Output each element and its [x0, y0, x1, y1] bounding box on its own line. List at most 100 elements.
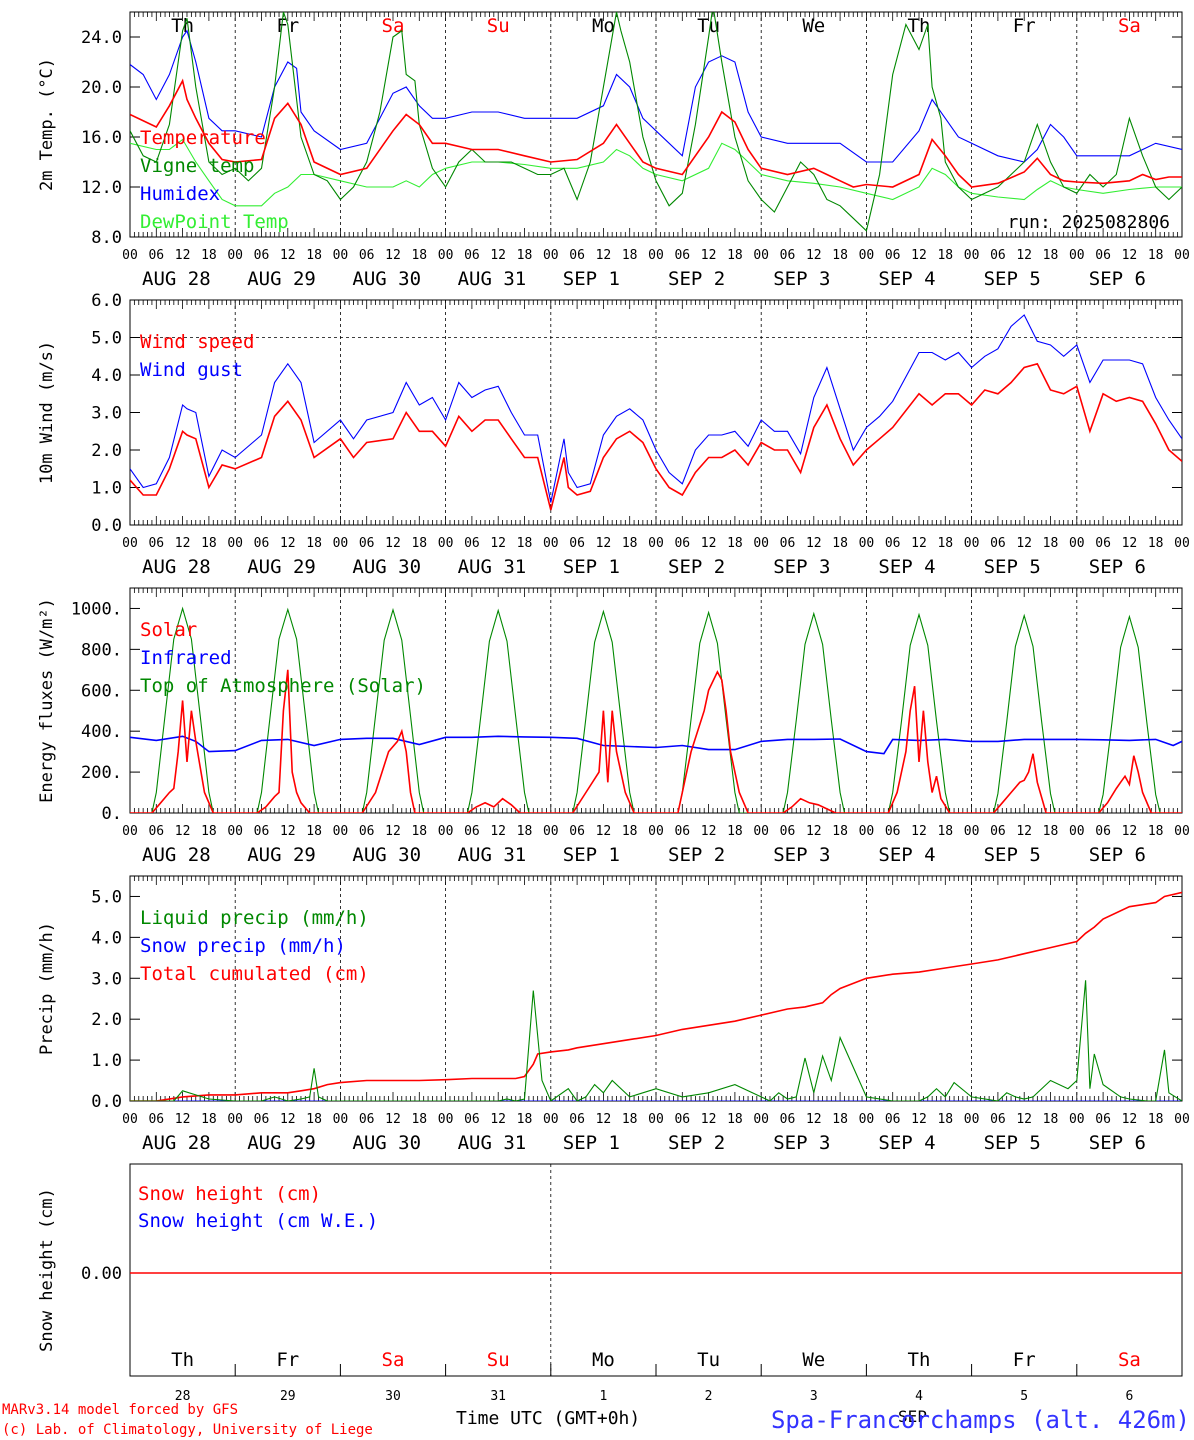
series-line-wind-gust — [130, 314, 1182, 503]
chart-panel-1: 8.0 12.0 16.0 20.0 24.0 2m Temp. (°C) 00 06 12 18… — [37, 11, 1190, 290]
plot-frame — [129, 11, 1183, 238]
x-hour-label: 12 — [911, 536, 927, 551]
weekday-label: Sa — [1118, 1349, 1141, 1371]
day-number-label: 3 — [810, 1389, 818, 1404]
x-tick-marks — [129, 300, 1183, 525]
x-date-label: SEP 1 — [563, 1132, 620, 1154]
y-tick-label: 0. — [102, 804, 122, 824]
x-date-label: AUG 30 — [352, 556, 421, 578]
x-hour-label: 06 — [569, 248, 585, 263]
x-hour-label: 00 — [333, 1112, 349, 1127]
x-hour-label: 00 — [227, 824, 243, 839]
weekday-label: Fr — [1013, 15, 1036, 37]
weekday-label: We — [802, 1349, 825, 1371]
x-hour-label: 12 — [280, 536, 296, 551]
series-line-top-of-atmosphere-solar — [130, 606, 1182, 813]
x-hour-label: 18 — [1043, 248, 1059, 263]
x-date-label: SEP 5 — [984, 1132, 1041, 1154]
x-date-label: SEP 1 — [563, 844, 620, 866]
x-hour-label: 00 — [648, 824, 664, 839]
legend-entry: Solar — [140, 619, 197, 641]
day-number-label: 30 — [385, 1389, 401, 1404]
x-hour-label: 12 — [1122, 824, 1138, 839]
weekday-label: Sa — [382, 1349, 405, 1371]
weekday-label: Th — [171, 1349, 194, 1371]
x-hour-label: 12 — [596, 248, 612, 263]
y-tick-label: 600. — [81, 681, 122, 701]
series-line-solar — [130, 669, 1182, 813]
x-hour-label: 12 — [280, 248, 296, 263]
x-hour-label: 06 — [148, 248, 164, 263]
x-date-label: SEP 1 — [563, 556, 620, 578]
x-date-label: SEP 2 — [668, 268, 725, 290]
x-hour-label: 00 — [1174, 1112, 1190, 1127]
series-line-total-cumulated-cm — [130, 891, 1182, 1101]
x-hour-label: 06 — [148, 536, 164, 551]
run-label: run: 2025082806 — [1007, 212, 1170, 233]
x-hour-label: 18 — [306, 1112, 322, 1127]
x-hour-label: 06 — [674, 536, 690, 551]
x-hour-label: 00 — [753, 248, 769, 263]
legend-entry: Infrared — [140, 647, 232, 669]
chart-panel-2: 0.0 1.0 2.0 3.0 4.0 5.0 6.0 10m Wind (m/s) 00 06 1… — [37, 291, 1190, 578]
x-hour-label: 18 — [832, 824, 848, 839]
legend-entry: Snow height (cm) — [138, 1183, 321, 1205]
x-hour-label: 12 — [1016, 248, 1032, 263]
x-hour-label: 18 — [411, 536, 427, 551]
x-hour-label: 06 — [148, 1112, 164, 1127]
x-date-label: AUG 30 — [352, 268, 421, 290]
x-hour-label: 12 — [490, 248, 506, 263]
series-line-wind-speed — [130, 362, 1182, 511]
x-hour-label: 12 — [596, 536, 612, 551]
x-date-label: AUG 31 — [458, 268, 527, 290]
legend-entry: Snow precip (mm/h) — [140, 935, 346, 957]
x-hour-label: 00 — [648, 1112, 664, 1127]
x-date-label: SEP 6 — [1089, 844, 1146, 866]
x-hour-label: 00 — [227, 536, 243, 551]
x-hour-label: 06 — [990, 824, 1006, 839]
weekday-label: Mo — [592, 1349, 615, 1371]
x-hour-label: 06 — [885, 248, 901, 263]
footer-time-label: Time UTC (GMT+0h) — [456, 1408, 640, 1429]
x-hour-label: 18 — [1043, 824, 1059, 839]
x-date-label: AUG 28 — [142, 268, 211, 290]
day-number-label: 31 — [490, 1389, 506, 1404]
x-hour-label: 12 — [385, 1112, 401, 1127]
x-hour-label: 18 — [411, 1112, 427, 1127]
footer-month-label: SEP — [898, 1407, 927, 1426]
x-hour-label: 06 — [990, 1112, 1006, 1127]
x-hour-label: 12 — [1016, 1112, 1032, 1127]
weekday-label: Tu — [697, 1349, 720, 1371]
x-hour-label: 00 — [543, 1112, 559, 1127]
x-hour-label: 18 — [727, 248, 743, 263]
x-hour-label: 00 — [1069, 824, 1085, 839]
x-hour-label: 06 — [780, 536, 796, 551]
x-hour-label: 06 — [464, 824, 480, 839]
x-hour-label: 00 — [1174, 248, 1190, 263]
weekday-label: Sa — [1118, 15, 1141, 37]
chart-panel-5: 0.00 Snow height (cm) Th Fr Sa Su Mo Tu We Th Fr Sa… — [37, 1163, 1183, 1404]
weekday-label: Th — [908, 1349, 931, 1371]
x-hour-label: 12 — [385, 824, 401, 839]
y-tick-label: 0.0 — [91, 1092, 122, 1112]
y-tick-label: 0.00 — [81, 1264, 122, 1284]
day-number-label: 1 — [599, 1389, 607, 1404]
x-hour-label: 18 — [517, 536, 533, 551]
x-hour-label: 12 — [1016, 536, 1032, 551]
x-date-label: AUG 28 — [142, 556, 211, 578]
weekday-label: We — [802, 15, 825, 37]
x-date-label: SEP 3 — [773, 268, 830, 290]
x-hour-label: 00 — [1174, 536, 1190, 551]
x-hour-label: 18 — [832, 536, 848, 551]
legend-entry: Total cumulated (cm) — [140, 963, 369, 985]
x-hour-label: 06 — [148, 824, 164, 839]
x-hour-label: 12 — [175, 248, 191, 263]
x-hour-label: 12 — [701, 824, 717, 839]
x-hour-label: 18 — [306, 824, 322, 839]
y-axis-title: Precip (mm/h) — [37, 922, 57, 1055]
y-tick-label: 2.0 — [91, 1010, 122, 1030]
x-hour-label: 06 — [885, 536, 901, 551]
y-axis-title: Snow height (cm) — [37, 1188, 57, 1352]
x-hour-label: 12 — [806, 1112, 822, 1127]
x-date-label: SEP 3 — [773, 844, 830, 866]
